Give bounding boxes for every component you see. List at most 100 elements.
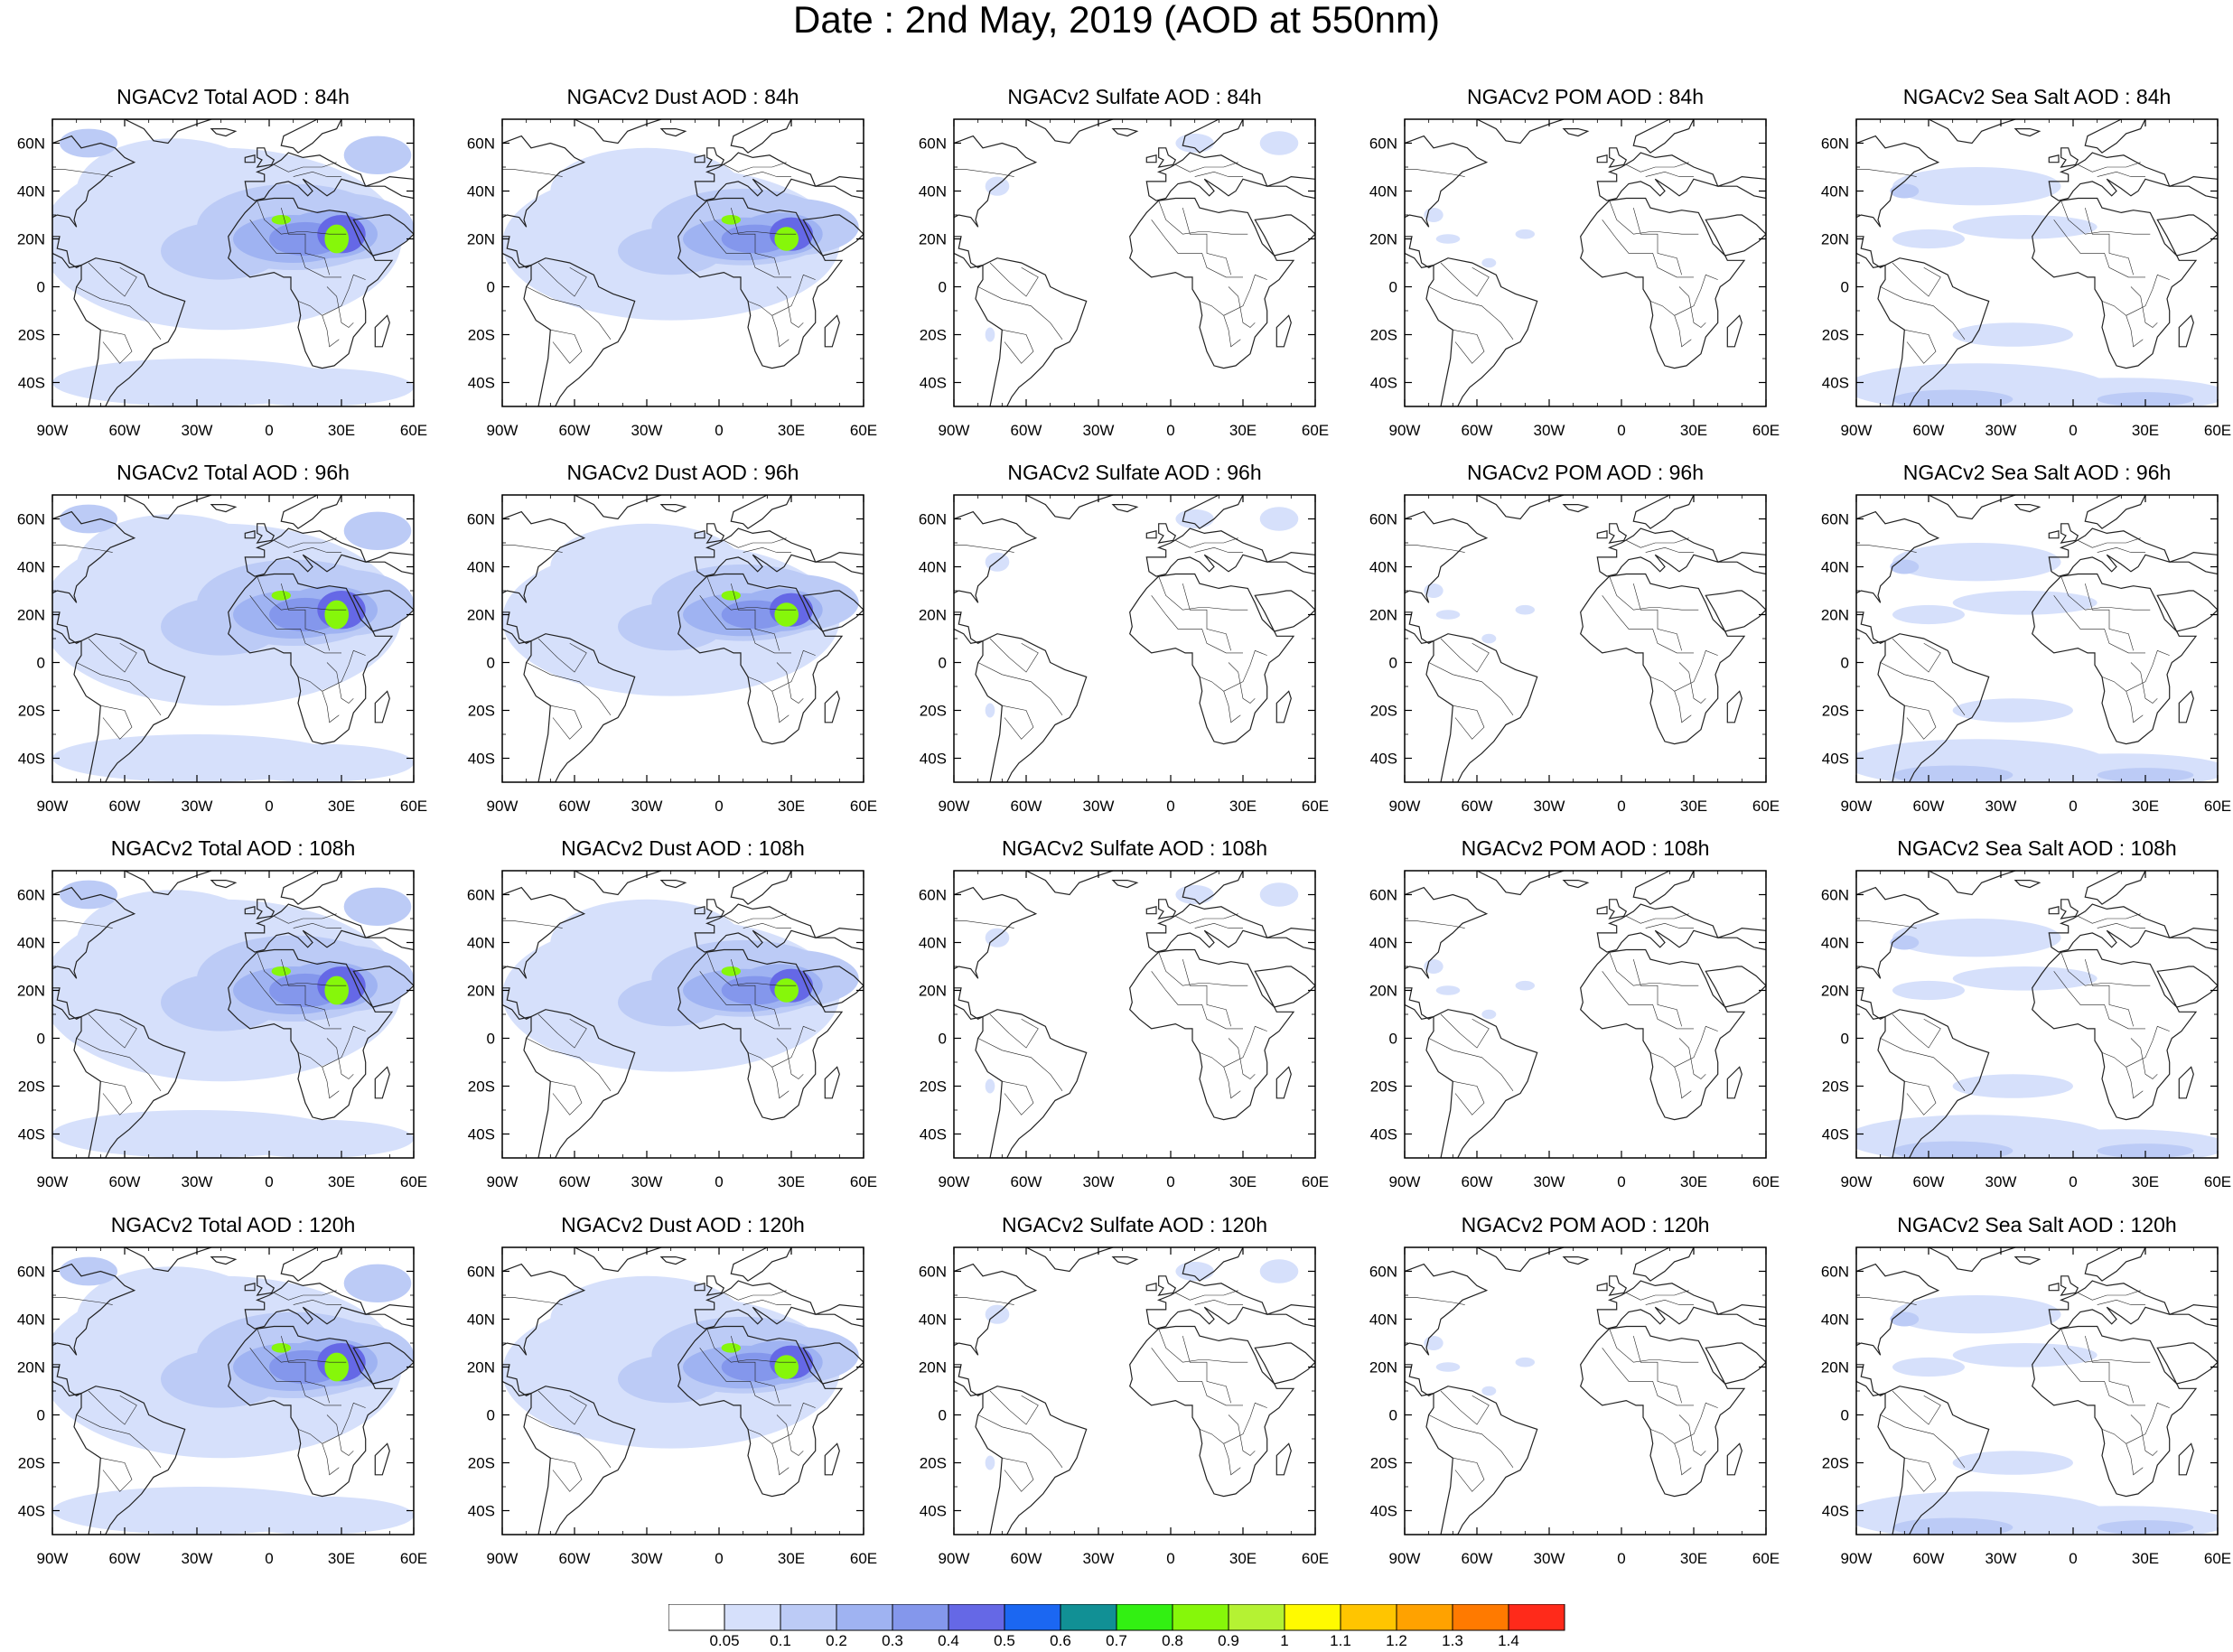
country-border [1649, 1052, 1692, 1099]
coastline-central-america [1856, 236, 1886, 268]
country-border [1440, 262, 1490, 297]
aerosol-field [271, 215, 291, 225]
coastline-asia-east [365, 927, 414, 951]
country-border [1602, 1348, 1694, 1406]
country-border [706, 575, 797, 611]
coastline-scandinavia [1632, 1247, 1695, 1282]
lat-label: 60N [919, 135, 947, 153]
coastline-asia-east [1717, 175, 1766, 200]
aod-map-panel: 90W 60W 30W 0 30E 60E 60N 40N 20N 0 20S 40S [467, 118, 877, 439]
country-border [1199, 301, 1241, 348]
lat-label: 20S [1370, 1078, 1397, 1096]
coastline-uk [256, 147, 276, 168]
coastline-central-america [502, 236, 532, 268]
aerosol-field [1892, 980, 1965, 1001]
lat-label: 20S [1370, 327, 1397, 344]
country-border [1428, 1414, 1514, 1468]
colorbar-swatch [1116, 1604, 1173, 1631]
coastline-south-america [523, 1386, 636, 1535]
lon-label: 60E [1302, 798, 1329, 815]
coastline-south-america [523, 257, 636, 406]
lat-label: 60N [467, 887, 495, 904]
aerosol-field [1515, 980, 1535, 991]
aerosol-field [60, 504, 117, 534]
lat-label: 0 [37, 655, 45, 672]
lat-label: 20N [1369, 607, 1397, 624]
coastline-scandinavia [2084, 871, 2146, 905]
aod-map-panel: 90W 60W 30W 0 30E 60E 60N 40N 20N 0 20S 40S [1821, 1246, 2231, 1567]
coastline-scandinavia [730, 119, 792, 154]
country-border [747, 1429, 789, 1476]
lon-label: 60W [1913, 1173, 1945, 1190]
aerosol-field [1892, 1357, 1965, 1377]
coastline-central-america [52, 1364, 82, 1396]
coastline-uk [705, 899, 725, 919]
lon-label: 60W [109, 1550, 141, 1567]
country-border [2085, 583, 2134, 651]
aerosol-field [598, 279, 768, 318]
lat-label: 20S [1370, 703, 1397, 720]
country-border [1182, 1336, 1231, 1404]
country-border [1151, 971, 1243, 1030]
coastline-north-america [1856, 886, 1940, 979]
coastline-south-america [1425, 633, 1538, 782]
lon-label: 30E [1229, 422, 1257, 439]
coastline-europe [1596, 1280, 1719, 1330]
coastline-arabia [1254, 590, 1315, 632]
lon-label: 0 [2069, 1173, 2077, 1190]
lat-label: 60N [1821, 887, 1849, 904]
lon-label: 60W [1462, 422, 1493, 439]
lon-label: 30E [2132, 798, 2159, 815]
lon-label: 60W [559, 1550, 591, 1567]
aerosol-field [1952, 591, 2098, 615]
map-area [52, 1247, 414, 1535]
lon-label: 90W [1389, 422, 1421, 439]
map-area [502, 1247, 864, 1535]
lon-label: 60E [400, 798, 427, 815]
country-border [52, 169, 113, 177]
coastline-central-america [502, 1364, 532, 1396]
country-border [274, 913, 337, 924]
coastline-asia-east [2169, 551, 2218, 575]
country-border [1440, 638, 1490, 673]
coastline-south-america [1425, 257, 1538, 406]
coastline-greenland [1025, 119, 1114, 145]
country-border [1182, 583, 1231, 651]
coastline-north-america [1405, 510, 1489, 603]
country-border [1223, 274, 1267, 316]
country-border [989, 1390, 1039, 1425]
country-border [1645, 1299, 1694, 1305]
lat-label: 0 [1841, 279, 1849, 296]
country-border [1440, 1013, 1490, 1049]
lat-label: 40S [468, 375, 495, 392]
country-border [1892, 1013, 1941, 1049]
colorbar-swatch [892, 1604, 949, 1631]
coastline-iceland [1111, 1256, 1139, 1265]
country-border [747, 1052, 789, 1099]
lon-label: 30W [1083, 1173, 1115, 1190]
lat-label: 40S [920, 751, 947, 768]
lon-label: 60W [1011, 1173, 1042, 1190]
coastline-europe [2048, 903, 2171, 953]
lon-label: 60E [1752, 1173, 1780, 1190]
lat-label: 40S [1370, 1126, 1397, 1143]
aerosol-field [985, 1455, 995, 1470]
coastline-ireland [2048, 530, 2060, 539]
lat-label: 20N [919, 607, 947, 624]
country-border [257, 1328, 347, 1363]
country-border [88, 638, 137, 673]
country-border [2097, 1299, 2145, 1305]
lat-label: 60N [1369, 1264, 1397, 1281]
map-area [1405, 871, 1766, 1158]
lon-label: 0 [1617, 1550, 1625, 1567]
lon-label: 60E [1302, 1550, 1329, 1567]
aerosol-field [985, 552, 1010, 572]
country-border [1674, 1025, 1718, 1068]
coastline-africa [228, 197, 394, 369]
coastline-europe [1596, 152, 1719, 201]
coastline-africa [1129, 197, 1295, 369]
aod-map-panel: 90W 60W 30W 0 30E 60E 60N 40N 20N 0 20S 40S [919, 1246, 1329, 1567]
lat-label: 20S [18, 1455, 45, 1472]
coastline-arabia [1705, 1342, 1766, 1385]
lat-label: 40S [1822, 375, 1849, 392]
